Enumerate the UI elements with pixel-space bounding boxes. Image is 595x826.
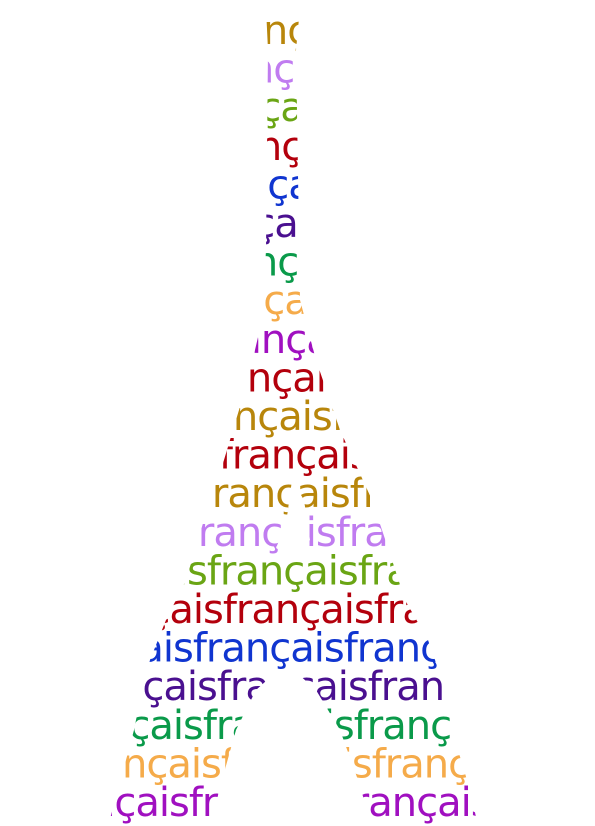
word-row: françaisfrançaisfrançaisfrançaisfrançais… [38,780,595,826]
word-row: françaisfrançaisfrançaisfrançaisfrançais… [26,201,595,247]
word-row: françaisfrançaisfrançaisfrançaisfrançais… [40,162,595,208]
word-row: françaisfrançaisfrançaisfrançaisfrançais… [32,85,595,131]
word-row: françaisfrançaisfrançaisfrançaisfrançais… [58,317,595,363]
word-row: françaisfrançaisfrançaisfrançaisfrançais… [42,626,595,672]
word-row: françaisfrançaisfrançaisfrançaisfrançais… [50,240,595,286]
word-row: françaisfrançaisfrançaisfrançaisfrançais… [60,8,595,54]
word-row: françaisfrançaisfrançaisfrançaisfrançais… [36,278,595,324]
word-row: françaisfrançaisfrançaisfrançaisfrançais… [54,124,595,170]
tower-text-rows: françaisfrançaisfrançaisfrançaisfrançais… [26,8,595,826]
word-row: françaisfrançaisfrançaisfrançaisfrançais… [46,47,595,93]
